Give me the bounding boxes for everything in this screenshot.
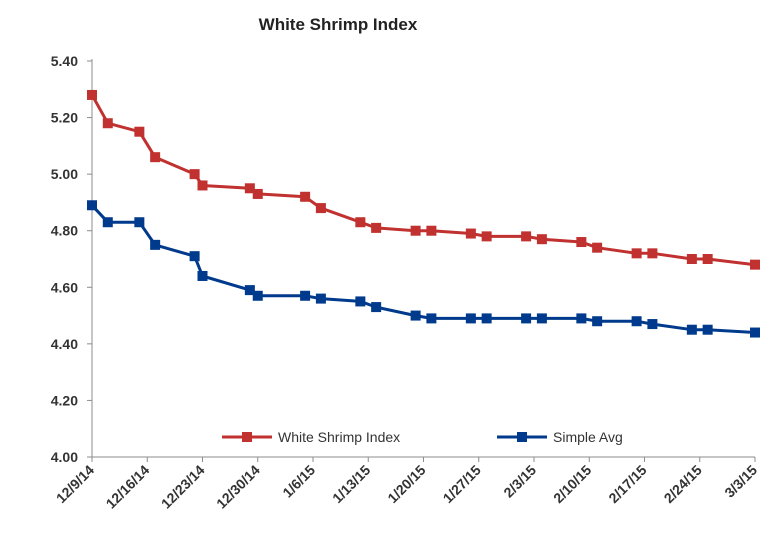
- data-point-marker: [536, 234, 547, 245]
- data-point-marker: [315, 203, 326, 214]
- data-point-marker: [647, 248, 658, 259]
- data-point-marker: [244, 285, 255, 296]
- data-point-marker: [481, 231, 492, 242]
- data-point-marker: [702, 254, 713, 264]
- data-point-marker: [465, 228, 476, 239]
- data-point-marker: [536, 313, 547, 324]
- legend-marker: [242, 432, 252, 442]
- data-point-marker: [300, 290, 311, 301]
- data-point-marker: [371, 222, 382, 233]
- data-point-marker: [702, 324, 713, 335]
- legend: White Shrimp Index Simple Avg: [222, 429, 623, 445]
- data-point-marker: [371, 302, 382, 313]
- data-point-marker: [87, 89, 97, 100]
- data-point-marker: [576, 313, 587, 324]
- data-point-marker: [521, 231, 532, 242]
- data-point-marker: [410, 225, 421, 236]
- data-point-marker: [300, 191, 311, 202]
- data-point-marker: [355, 217, 366, 228]
- data-point-marker: [592, 316, 603, 327]
- y-tick-label: 4.40: [51, 336, 78, 352]
- data-point-marker: [410, 310, 421, 321]
- series-layer: [87, 89, 760, 338]
- y-tick-label: 5.40: [51, 53, 78, 69]
- legend-label: Simple Avg: [553, 429, 623, 445]
- data-point-marker: [150, 239, 161, 250]
- data-point-marker: [315, 293, 326, 304]
- data-point-marker: [197, 180, 208, 191]
- data-point-marker: [426, 225, 437, 236]
- data-point-marker: [197, 270, 208, 281]
- data-point-marker: [252, 188, 263, 199]
- data-point-marker: [189, 169, 200, 180]
- data-point-marker: [576, 237, 587, 248]
- data-point-marker: [150, 152, 161, 163]
- data-point-marker: [355, 296, 366, 307]
- data-point-marker: [465, 313, 476, 324]
- data-point-marker: [750, 327, 760, 338]
- data-point-marker: [102, 118, 113, 129]
- data-point-marker: [426, 313, 437, 324]
- data-point-marker: [521, 313, 532, 324]
- legend-marker: [517, 432, 527, 442]
- y-tick-label: 4.00: [51, 449, 78, 465]
- data-point-marker: [647, 319, 658, 330]
- chart-title: White Shrimp Index: [259, 15, 418, 34]
- legend-label: White Shrimp Index: [278, 429, 400, 445]
- data-point-marker: [686, 254, 697, 264]
- data-point-marker: [686, 324, 697, 335]
- data-point-marker: [592, 242, 603, 253]
- y-tick-label: 5.00: [51, 166, 78, 182]
- data-point-marker: [244, 183, 255, 194]
- data-point-marker: [631, 316, 642, 327]
- y-tick-label: 4.20: [51, 392, 78, 408]
- data-point-marker: [189, 251, 200, 262]
- data-point-marker: [134, 126, 145, 137]
- data-point-marker: [750, 259, 760, 270]
- data-point-marker: [134, 217, 145, 228]
- y-tick-label: 4.60: [51, 279, 78, 295]
- data-point-marker: [102, 217, 113, 228]
- y-tick-label: 5.20: [51, 110, 78, 126]
- data-point-marker: [481, 313, 492, 324]
- data-point-marker: [631, 248, 642, 259]
- data-point-marker: [252, 290, 263, 301]
- data-point-marker: [87, 200, 97, 211]
- y-tick-label: 4.80: [51, 223, 78, 239]
